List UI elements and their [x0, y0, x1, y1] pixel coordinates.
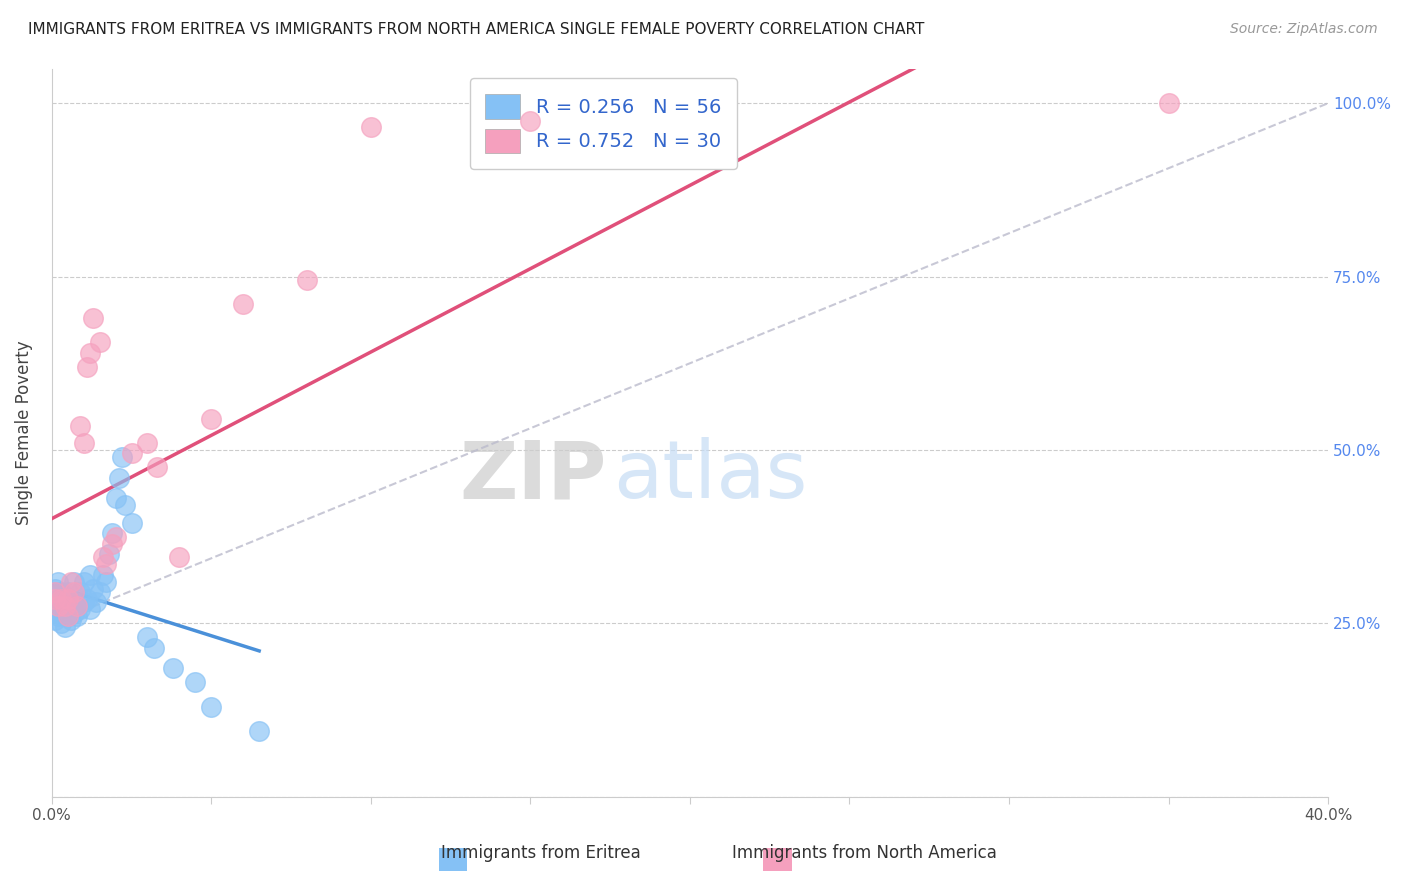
- Point: [519, 113, 541, 128]
- Point: [56, 585, 79, 599]
- Point: [114, 499, 136, 513]
- Point: [91, 550, 114, 565]
- Point: [1157, 96, 1180, 111]
- Text: Immigrants from Eritrea: Immigrants from Eritrea: [441, 844, 641, 862]
- Point: [56, 592, 79, 607]
- Point: [44, 585, 66, 599]
- Point: [91, 567, 114, 582]
- Point: [146, 460, 169, 475]
- Text: ZIP: ZIP: [460, 437, 607, 516]
- Point: [142, 640, 165, 655]
- Point: [51, 599, 73, 613]
- Point: [104, 530, 127, 544]
- Point: [98, 547, 121, 561]
- Text: Source: ZipAtlas.com: Source: ZipAtlas.com: [1230, 22, 1378, 37]
- Y-axis label: Single Female Poverty: Single Female Poverty: [15, 340, 32, 524]
- Point: [121, 516, 143, 530]
- Point: [82, 582, 104, 596]
- Point: [66, 599, 89, 613]
- Point: [136, 630, 159, 644]
- Point: [295, 273, 318, 287]
- Point: [73, 595, 96, 609]
- Point: [53, 620, 76, 634]
- Point: [59, 574, 82, 589]
- Point: [86, 595, 108, 609]
- Point: [46, 599, 69, 613]
- Point: [73, 436, 96, 450]
- Point: [66, 599, 89, 613]
- Point: [46, 574, 69, 589]
- Point: [76, 592, 98, 607]
- Point: [63, 585, 86, 599]
- Point: [44, 592, 66, 607]
- Point: [247, 723, 270, 738]
- Point: [76, 359, 98, 374]
- Point: [56, 609, 79, 624]
- Point: [53, 602, 76, 616]
- Point: [53, 599, 76, 613]
- Point: [104, 491, 127, 506]
- Text: atlas: atlas: [613, 437, 807, 516]
- Point: [44, 599, 66, 613]
- Point: [56, 599, 79, 613]
- Point: [44, 606, 66, 620]
- Point: [44, 582, 66, 596]
- Point: [94, 558, 117, 572]
- Point: [44, 592, 66, 607]
- Point: [79, 602, 101, 616]
- Point: [184, 675, 207, 690]
- Point: [89, 335, 111, 350]
- Point: [360, 120, 382, 135]
- Point: [79, 567, 101, 582]
- Point: [63, 574, 86, 589]
- Point: [44, 613, 66, 627]
- Point: [169, 550, 191, 565]
- Point: [79, 346, 101, 360]
- Point: [73, 574, 96, 589]
- Point: [200, 699, 222, 714]
- Point: [200, 411, 222, 425]
- Point: [46, 609, 69, 624]
- Legend: R = 0.256   N = 56, R = 0.752   N = 30: R = 0.256 N = 56, R = 0.752 N = 30: [470, 78, 737, 169]
- Point: [51, 592, 73, 607]
- Point: [51, 592, 73, 607]
- Point: [111, 450, 134, 464]
- Point: [63, 606, 86, 620]
- Point: [59, 613, 82, 627]
- Point: [51, 606, 73, 620]
- Point: [66, 609, 89, 624]
- Point: [82, 311, 104, 326]
- Point: [232, 297, 254, 311]
- Point: [101, 526, 124, 541]
- Point: [136, 436, 159, 450]
- Point: [69, 602, 91, 616]
- Point: [46, 589, 69, 603]
- Point: [46, 602, 69, 616]
- Point: [51, 616, 73, 631]
- Point: [59, 595, 82, 609]
- Text: Immigrants from North America: Immigrants from North America: [733, 844, 997, 862]
- Point: [63, 595, 86, 609]
- Point: [51, 585, 73, 599]
- Point: [89, 585, 111, 599]
- Point: [94, 574, 117, 589]
- Point: [69, 418, 91, 433]
- Point: [162, 661, 184, 675]
- Point: [69, 585, 91, 599]
- Point: [101, 536, 124, 550]
- Point: [53, 589, 76, 603]
- Point: [121, 446, 143, 460]
- Text: IMMIGRANTS FROM ERITREA VS IMMIGRANTS FROM NORTH AMERICA SINGLE FEMALE POVERTY C: IMMIGRANTS FROM ERITREA VS IMMIGRANTS FR…: [28, 22, 925, 37]
- Point: [107, 471, 129, 485]
- Point: [46, 595, 69, 609]
- Point: [44, 585, 66, 599]
- Point: [56, 609, 79, 624]
